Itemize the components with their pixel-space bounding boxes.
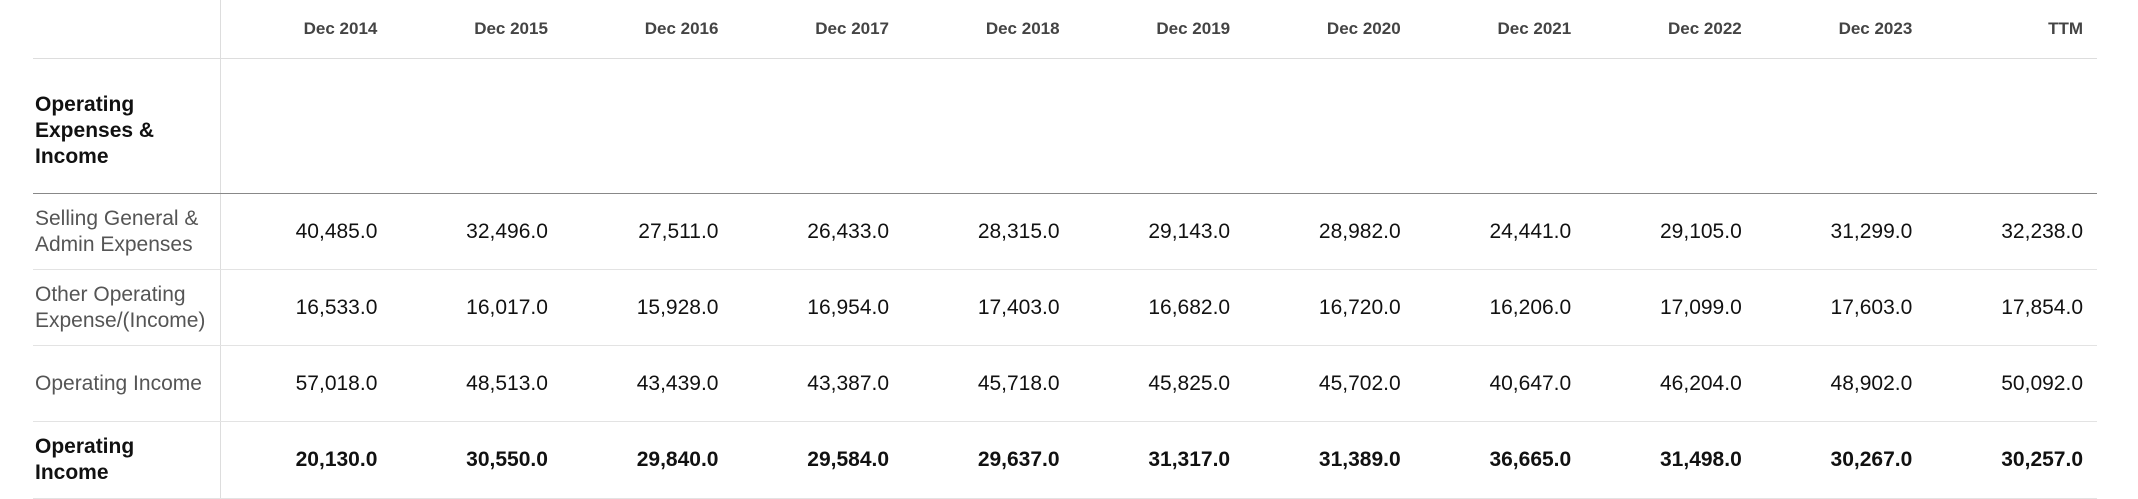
value-cell: 16,017.0 — [391, 269, 562, 346]
section-empty-cell — [1244, 58, 1415, 194]
total-value-cell: 36,665.0 — [1414, 421, 1586, 499]
section-title: Operating Expenses & Income — [35, 93, 155, 168]
column-header-dec-2015[interactable]: Dec 2015 — [391, 0, 562, 59]
total-value-cell: 30,550.0 — [391, 421, 562, 499]
section-empty-cell — [561, 58, 733, 194]
section-empty-cell — [1755, 58, 1927, 194]
header-corner-cell — [33, 0, 222, 59]
column-header-dec-2017[interactable]: Dec 2017 — [732, 0, 904, 59]
row-label: Operating Income — [35, 435, 135, 484]
value-cell: 32,238.0 — [1926, 193, 2097, 270]
total-value-cell: 31,498.0 — [1585, 421, 1756, 499]
value-cell: 29,105.0 — [1585, 193, 1756, 270]
total-value-cell: 29,840.0 — [561, 421, 733, 499]
value-cell: 48,513.0 — [391, 345, 562, 422]
value-cell: 45,825.0 — [1073, 345, 1245, 422]
value-cell: 16,206.0 — [1414, 269, 1586, 346]
row-label: Selling General & Admin Expenses — [35, 206, 199, 256]
total-value-cell: 31,389.0 — [1244, 421, 1415, 499]
column-header-dec-2016[interactable]: Dec 2016 — [561, 0, 733, 59]
column-header-dec-2020[interactable]: Dec 2020 — [1244, 0, 1415, 59]
value-cell: 16,720.0 — [1244, 269, 1415, 346]
value-cell: 48,902.0 — [1755, 345, 1927, 422]
value-cell: 43,439.0 — [561, 345, 733, 422]
value-cell: 28,982.0 — [1244, 193, 1415, 270]
row-label-cell: Selling General & Admin Expenses — [33, 193, 222, 270]
value-cell: 16,533.0 — [220, 269, 392, 346]
value-cell: 31,299.0 — [1755, 193, 1927, 270]
column-header-dec-2021[interactable]: Dec 2021 — [1414, 0, 1586, 59]
section-empty-cell — [1926, 58, 2097, 194]
financial-table-container: Dec 2014 Dec 2015 Dec 2016 Dec 2017 Dec … — [33, 0, 2097, 499]
column-header-dec-2018[interactable]: Dec 2018 — [903, 0, 1074, 59]
total-value-cell: 30,257.0 — [1926, 421, 2097, 499]
value-cell: 28,315.0 — [903, 193, 1074, 270]
table-row-other-operating-expense: Other Operating Expense/(Income) 16,533.… — [33, 269, 2097, 346]
table-body: Operating Expenses & Income Selling Gene… — [33, 58, 2097, 499]
value-cell: 46,204.0 — [1585, 345, 1756, 422]
value-cell: 32,496.0 — [391, 193, 562, 270]
section-empty-cell — [391, 58, 562, 194]
table-row-selling-general-admin: Selling General & Admin Expenses 40,485.… — [33, 193, 2097, 270]
value-cell: 17,099.0 — [1585, 269, 1756, 346]
column-header-dec-2023[interactable]: Dec 2023 — [1755, 0, 1927, 59]
value-cell: 16,682.0 — [1073, 269, 1245, 346]
section-header-row: Operating Expenses & Income — [33, 58, 2097, 194]
section-empty-cell — [903, 58, 1074, 194]
column-header-ttm[interactable]: TTM — [1926, 0, 2097, 59]
value-cell: 45,702.0 — [1244, 345, 1415, 422]
value-cell: 43,387.0 — [732, 345, 904, 422]
value-cell: 17,403.0 — [903, 269, 1074, 346]
section-empty-cell — [732, 58, 904, 194]
value-cell: 29,143.0 — [1073, 193, 1245, 270]
value-cell: 45,718.0 — [903, 345, 1074, 422]
value-cell: 15,928.0 — [561, 269, 733, 346]
operating-expenses-table: Dec 2014 Dec 2015 Dec 2016 Dec 2017 Dec … — [33, 0, 2097, 499]
row-label: Operating Income — [35, 371, 202, 395]
total-value-cell: 20,130.0 — [220, 421, 392, 499]
table-row-operating-income-total: Operating Income 20,130.0 30,550.0 29,84… — [33, 421, 2097, 499]
value-cell: 17,854.0 — [1926, 269, 2097, 346]
section-empty-cell — [1585, 58, 1756, 194]
value-cell: 50,092.0 — [1926, 345, 2097, 422]
section-empty-cell — [220, 58, 392, 194]
header-row: Dec 2014 Dec 2015 Dec 2016 Dec 2017 Dec … — [33, 0, 2097, 59]
row-label-cell: Other Operating Expense/(Income) — [33, 269, 222, 346]
row-label: Other Operating Expense/(Income) — [35, 282, 206, 332]
section-title-cell: Operating Expenses & Income — [33, 58, 222, 194]
value-cell: 27,511.0 — [561, 193, 733, 270]
value-cell: 26,433.0 — [732, 193, 904, 270]
value-cell: 24,441.0 — [1414, 193, 1586, 270]
row-label-cell: Operating Income — [33, 345, 222, 422]
value-cell: 17,603.0 — [1755, 269, 1927, 346]
value-cell: 57,018.0 — [220, 345, 392, 422]
section-empty-cell — [1414, 58, 1586, 194]
row-label-cell: Operating Income — [33, 421, 222, 499]
total-value-cell: 29,637.0 — [903, 421, 1074, 499]
total-value-cell: 31,317.0 — [1073, 421, 1245, 499]
table-header: Dec 2014 Dec 2015 Dec 2016 Dec 2017 Dec … — [33, 0, 2097, 59]
section-empty-cell — [1073, 58, 1245, 194]
value-cell: 40,647.0 — [1414, 345, 1586, 422]
total-value-cell: 29,584.0 — [732, 421, 904, 499]
table-row-operating-income: Operating Income 57,018.0 48,513.0 43,43… — [33, 345, 2097, 422]
column-header-dec-2022[interactable]: Dec 2022 — [1585, 0, 1756, 59]
value-cell: 16,954.0 — [732, 269, 904, 346]
total-value-cell: 30,267.0 — [1755, 421, 1927, 499]
column-header-dec-2019[interactable]: Dec 2019 — [1073, 0, 1245, 59]
column-header-dec-2014[interactable]: Dec 2014 — [220, 0, 392, 59]
value-cell: 40,485.0 — [220, 193, 392, 270]
